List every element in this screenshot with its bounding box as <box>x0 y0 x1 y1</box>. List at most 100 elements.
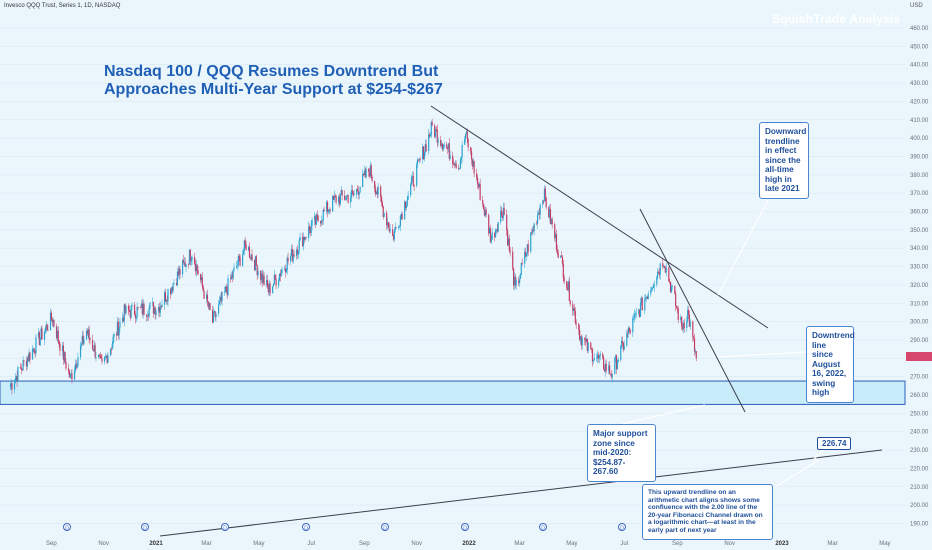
note-connector <box>774 459 820 488</box>
candle-body <box>605 363 607 372</box>
candle-body <box>119 321 121 328</box>
candle-body <box>567 281 570 290</box>
candle-body <box>73 370 76 380</box>
candle-body <box>357 191 359 195</box>
candle-body <box>437 139 439 143</box>
candle-body <box>299 236 301 241</box>
candle-body <box>536 223 538 225</box>
candle-body <box>230 278 232 280</box>
x-tick-label: 2023 <box>775 541 789 547</box>
candle-body <box>443 144 445 148</box>
candle-body <box>58 340 60 344</box>
candle-body <box>249 257 251 259</box>
candle-body <box>346 195 348 197</box>
candle-body <box>128 310 131 313</box>
candle-body <box>147 315 149 317</box>
candle-body <box>275 278 277 286</box>
candle-body <box>514 276 516 286</box>
candle-body <box>124 304 126 314</box>
candle-body <box>609 373 612 375</box>
candle-body <box>213 311 215 313</box>
candle-body <box>651 287 654 289</box>
candle-body <box>513 276 516 286</box>
note-connector <box>621 404 706 425</box>
candle-body <box>663 266 665 268</box>
x-tick-label: 2022 <box>462 541 476 547</box>
candle-body <box>434 125 436 137</box>
chart-title-line1: Nasdaq 100 / QQQ Resumes Downtrend But <box>104 63 439 80</box>
candle-body <box>309 229 311 233</box>
candle-body <box>211 309 214 323</box>
candle-body <box>250 254 252 259</box>
candle-body <box>344 195 346 200</box>
candle-body <box>669 281 671 283</box>
candle-body <box>340 189 342 195</box>
candle-body <box>512 268 515 286</box>
candle-body <box>442 147 444 150</box>
candle-body <box>363 170 365 176</box>
candle-body <box>157 307 160 311</box>
candle-body <box>543 200 545 202</box>
candle-body <box>586 338 588 351</box>
candle-body <box>338 196 341 205</box>
candle-body <box>575 322 577 324</box>
candle-body <box>551 219 553 225</box>
x-tick-label: Sep <box>672 541 683 547</box>
note-support-zone: Major support zone since mid-2020: $254.… <box>587 424 656 482</box>
candle-body <box>242 254 244 266</box>
candle-body <box>591 349 594 362</box>
candle-body <box>278 273 281 281</box>
candle-body <box>452 155 454 164</box>
candle-body <box>34 352 36 354</box>
candle-body <box>542 200 544 205</box>
candle-body <box>380 196 383 203</box>
candle-body <box>133 304 136 315</box>
candle-body <box>646 296 648 299</box>
dividend-marker-glyph: D <box>143 525 147 531</box>
candle-body <box>502 207 504 218</box>
candle-body <box>208 303 210 308</box>
candle-body <box>15 376 17 379</box>
candle-body <box>164 292 167 302</box>
candle-body <box>368 171 371 177</box>
candle-body <box>423 151 426 159</box>
candle-body <box>599 353 601 357</box>
x-tick-label: Nov <box>98 541 109 547</box>
candle-body <box>596 357 598 359</box>
candle-body <box>290 255 292 262</box>
candle-body <box>671 285 673 287</box>
x-tick-label: Mar <box>827 541 837 547</box>
candle-body <box>677 308 679 321</box>
candle-body <box>602 353 604 358</box>
candle-body <box>55 326 58 339</box>
candle-body <box>405 205 407 208</box>
candle-body <box>69 374 71 378</box>
candle-body <box>668 267 670 282</box>
candle-body <box>639 302 642 317</box>
y-tick-label: 360.00 <box>910 210 929 216</box>
candle-body <box>161 304 163 308</box>
dividend-marker <box>63 523 71 531</box>
candle-body <box>506 214 508 231</box>
candle-body <box>327 210 329 213</box>
candle-body <box>670 286 672 293</box>
candle-body <box>236 265 239 267</box>
dividend-marker-glyph: D <box>383 525 387 531</box>
candle-body <box>632 318 634 333</box>
candle-body <box>123 304 125 322</box>
candle-body <box>406 199 408 206</box>
candle-body <box>467 138 469 148</box>
candle-body <box>65 361 67 369</box>
candle-body <box>627 327 630 334</box>
candle-body <box>476 173 478 178</box>
candle-body <box>539 204 541 215</box>
candle-body <box>627 333 629 335</box>
candle-body <box>376 191 378 195</box>
dividend-marker <box>461 523 469 531</box>
candle-body <box>175 282 178 286</box>
candle-body <box>664 268 666 273</box>
candle-body <box>314 216 317 225</box>
candle-body <box>166 299 168 302</box>
candle-body <box>458 168 460 170</box>
